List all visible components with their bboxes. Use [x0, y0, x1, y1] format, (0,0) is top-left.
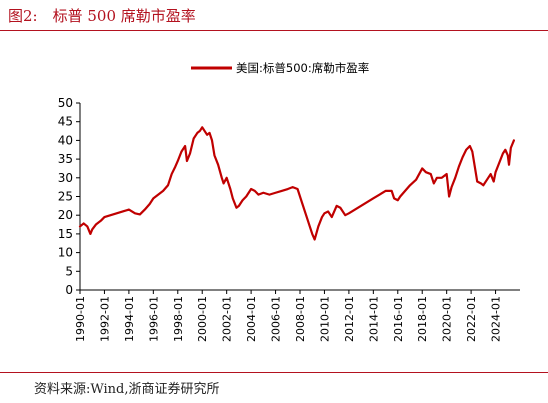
- x-tick-label: 2024-01: [490, 296, 503, 342]
- x-tick-label: 1998-01: [172, 296, 185, 342]
- x-tick-label: 1994-01: [123, 296, 136, 342]
- x-tick-label: 2014-01: [367, 296, 380, 342]
- x-tick-label: 2008-01: [294, 296, 307, 342]
- y-tick-label: 30: [58, 171, 73, 185]
- y-tick-label: 45: [58, 115, 73, 129]
- x-tick-label: 2022-01: [465, 296, 478, 342]
- x-tick-label: 2010-01: [318, 296, 331, 342]
- x-tick-label: 2020-01: [441, 296, 454, 342]
- x-tick-label: 2004-01: [245, 296, 258, 342]
- x-tick-label: 2002-01: [221, 296, 234, 342]
- y-tick-label: 25: [58, 190, 73, 204]
- y-tick-label: 20: [58, 208, 73, 222]
- x-tick-label: 2018-01: [416, 296, 429, 342]
- y-tick-label: 5: [65, 264, 73, 278]
- source-note: 资料来源:Wind,浙商证券研究所: [34, 382, 220, 397]
- x-tick-label: 2016-01: [392, 296, 405, 342]
- y-tick-label: 0: [65, 283, 73, 297]
- y-tick-label: 35: [58, 152, 73, 166]
- x-tick-label: 1996-01: [147, 296, 160, 342]
- x-tick-label: 2012-01: [343, 296, 356, 342]
- series-line-1: [78, 126, 515, 241]
- y-tick-label: 50: [58, 96, 73, 110]
- legend-label: 美国:标普500:席勒市盈率: [236, 61, 369, 75]
- y-tick-label: 15: [58, 227, 73, 241]
- x-tick-label: 1990-01: [74, 296, 87, 342]
- bottom-rule: [0, 372, 548, 373]
- x-tick-label: 2006-01: [270, 296, 283, 342]
- line-chart: 0 5 10 15 20 25 30 35 40 45 50 1990-01 1992-01 1994-0…: [58, 61, 520, 342]
- figure-title: 图2: 标普 500 席勒市盈率: [8, 7, 196, 25]
- y-tick-label: 40: [58, 133, 73, 147]
- top-rule: [0, 30, 548, 31]
- x-tick-label: 1992-01: [98, 296, 111, 342]
- x-tick-label: 2000-01: [196, 296, 209, 342]
- y-tick-label: 10: [58, 246, 73, 260]
